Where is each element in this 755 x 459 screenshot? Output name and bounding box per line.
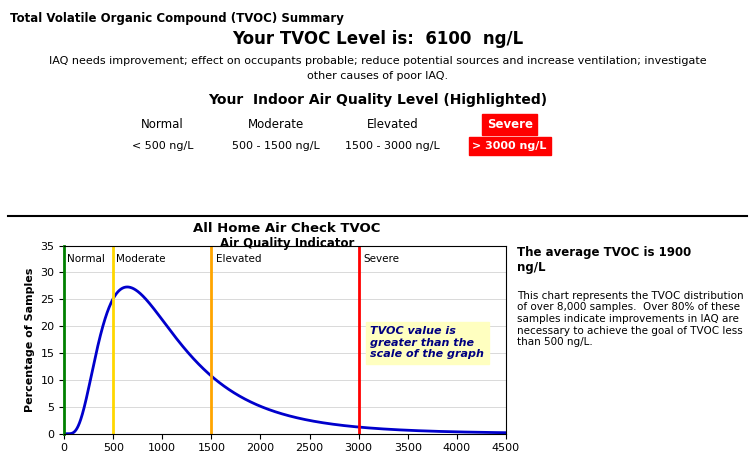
Text: IAQ needs improvement; effect on occupants probable; reduce potential sources an: IAQ needs improvement; effect on occupan… [48,56,707,66]
Text: 1500 - 3000 ng/L: 1500 - 3000 ng/L [345,141,440,151]
Text: All Home Air Check TVOC: All Home Air Check TVOC [193,222,381,235]
Y-axis label: Percentage of Samples: Percentage of Samples [25,268,35,412]
Text: Normal: Normal [141,118,183,131]
Text: 500 - 1500 ng/L: 500 - 1500 ng/L [232,141,319,151]
Text: Elevated: Elevated [217,254,262,263]
Text: Total Volatile Organic Compound (TVOC) Summary: Total Volatile Organic Compound (TVOC) S… [10,12,344,25]
Text: Your TVOC Level is:  6100  ng/L: Your TVOC Level is: 6100 ng/L [232,30,523,48]
Text: Moderate: Moderate [116,254,165,263]
Text: Normal: Normal [67,254,105,263]
Text: Your  Indoor Air Quality Level (Highlighted): Your Indoor Air Quality Level (Highlight… [208,93,547,107]
Text: Elevated: Elevated [367,118,418,131]
Text: Severe: Severe [487,118,532,131]
Text: > 3000 ng/L: > 3000 ng/L [473,141,547,151]
Text: Severe: Severe [364,254,399,263]
Text: other causes of poor IAQ.: other causes of poor IAQ. [307,71,448,81]
Text: Air Quality Indicator: Air Quality Indicator [220,237,354,250]
Text: This chart represents the TVOC distribution of over 8,000 samples.  Over 80% of : This chart represents the TVOC distribut… [517,291,744,347]
Text: TVOC value is
greater than the
scale of the graph: TVOC value is greater than the scale of … [371,326,484,359]
Text: Moderate: Moderate [248,118,304,131]
Text: The average TVOC is 1900
ng/L: The average TVOC is 1900 ng/L [517,246,692,274]
Text: < 500 ng/L: < 500 ng/L [131,141,193,151]
